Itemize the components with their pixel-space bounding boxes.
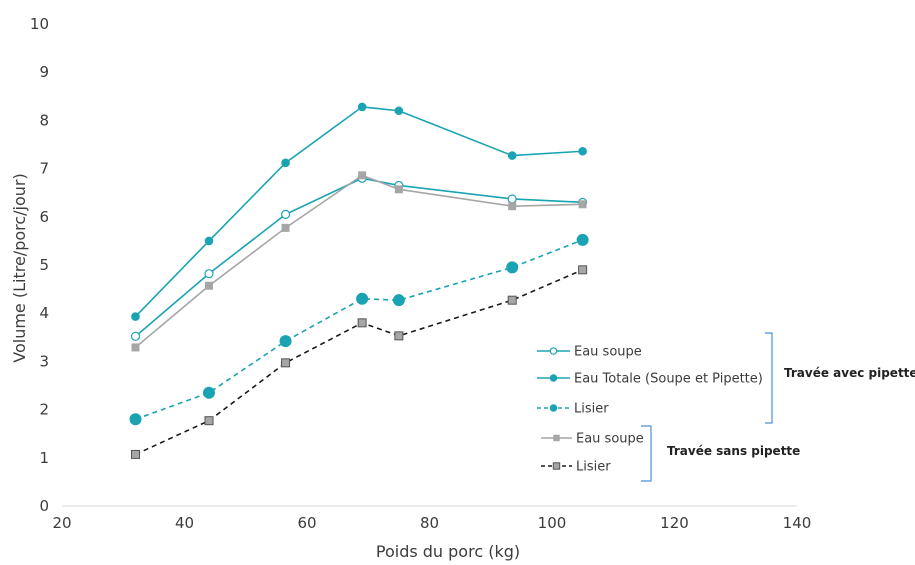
series-avec-0 bbox=[130, 173, 588, 341]
y-tick-label: 1 bbox=[39, 449, 49, 467]
data-point bbox=[394, 331, 404, 341]
legend-label: Lisier bbox=[574, 402, 609, 417]
y-axis-label: Volume (Litre/porc/jour) bbox=[10, 173, 29, 362]
y-tick-label: 8 bbox=[39, 111, 49, 129]
x-tick-label: 140 bbox=[783, 514, 812, 532]
legend-item: Lisier bbox=[537, 402, 609, 417]
legend-marker bbox=[549, 374, 558, 382]
legend-item: Eau Totale (Soupe et Pipette) bbox=[537, 372, 763, 387]
legend-marker bbox=[549, 404, 558, 412]
data-point bbox=[576, 233, 589, 246]
data-point bbox=[130, 331, 141, 341]
data-point bbox=[205, 281, 213, 290]
x-tick-label: 40 bbox=[175, 514, 194, 532]
data-point bbox=[506, 261, 519, 274]
y-tick-label: 3 bbox=[39, 352, 49, 370]
data-point bbox=[358, 171, 367, 180]
data-point bbox=[131, 449, 140, 459]
series-sans-4 bbox=[131, 265, 588, 459]
x-tick-label: 120 bbox=[660, 514, 689, 532]
data-point bbox=[357, 318, 367, 328]
x-axis-label: Poids du porc (kg) bbox=[376, 542, 520, 561]
legend: Eau soupe Eau Totale (Soupe et Pipette) Li… bbox=[537, 345, 763, 475]
data-point bbox=[578, 146, 587, 156]
y-tick-labels: 0 1 2 3 4 5 6 7 8 9 10 bbox=[30, 15, 49, 515]
x-tick-labels: 20 40 60 80 100 120 140 bbox=[52, 514, 811, 532]
legend-label: Eau soupe bbox=[576, 432, 644, 447]
y-tick-label: 7 bbox=[39, 160, 49, 178]
data-point bbox=[281, 158, 290, 168]
legend-group-sans-label: Travée sans pipette bbox=[667, 444, 800, 458]
y-tick-label: 9 bbox=[39, 63, 49, 81]
legend-group-bracket-sans bbox=[641, 425, 652, 482]
y-tick-label: 2 bbox=[39, 401, 49, 419]
legend-label: Lisier bbox=[576, 460, 611, 475]
data-point bbox=[578, 200, 587, 209]
x-tick-label: 100 bbox=[538, 514, 567, 532]
legend-marker bbox=[553, 434, 560, 442]
y-tick-label: 10 bbox=[30, 15, 49, 33]
legend-marker bbox=[549, 347, 558, 355]
series-sans-3 bbox=[131, 171, 587, 352]
y-tick-label: 6 bbox=[39, 208, 49, 226]
x-tick-label: 60 bbox=[297, 514, 316, 532]
series-avec-1 bbox=[131, 102, 587, 321]
legend-group-avec-label: Travée avec pipette bbox=[784, 366, 915, 380]
legend-marker bbox=[552, 462, 561, 470]
data-point bbox=[507, 194, 517, 204]
data-point bbox=[131, 343, 140, 352]
data-point bbox=[204, 416, 214, 426]
data-point bbox=[394, 185, 403, 194]
series-line bbox=[134, 106, 583, 318]
legend-group-bracket-avec bbox=[765, 332, 773, 424]
data-point bbox=[129, 413, 142, 426]
data-point bbox=[508, 202, 517, 211]
data-point bbox=[280, 209, 291, 219]
x-tick-label: 80 bbox=[420, 514, 439, 532]
y-tick-label: 4 bbox=[39, 304, 49, 322]
legend-item: Lisier bbox=[541, 460, 611, 475]
data-point bbox=[507, 151, 517, 160]
data-point bbox=[204, 236, 214, 246]
data-point bbox=[204, 269, 214, 279]
data-point bbox=[578, 265, 588, 275]
data-point bbox=[281, 223, 290, 232]
legend-item: Eau soupe bbox=[541, 432, 644, 447]
data-point bbox=[392, 294, 405, 307]
legend-label: Eau Totale (Soupe et Pipette) bbox=[574, 372, 763, 387]
y-tick-label: 5 bbox=[39, 256, 49, 274]
legend-label: Eau soupe bbox=[574, 345, 642, 360]
data-point bbox=[281, 358, 291, 368]
legend-item: Eau soupe bbox=[537, 345, 642, 360]
data-point bbox=[356, 292, 369, 305]
data-point bbox=[394, 106, 404, 116]
y-tick-label: 0 bbox=[39, 497, 49, 515]
data-point bbox=[131, 312, 140, 321]
series-layer bbox=[129, 102, 589, 459]
data-point bbox=[357, 102, 367, 112]
data-point bbox=[507, 295, 517, 305]
x-tick-label: 20 bbox=[52, 514, 71, 532]
data-point bbox=[279, 335, 292, 348]
data-point bbox=[203, 386, 215, 399]
series-avec-2 bbox=[129, 233, 589, 426]
